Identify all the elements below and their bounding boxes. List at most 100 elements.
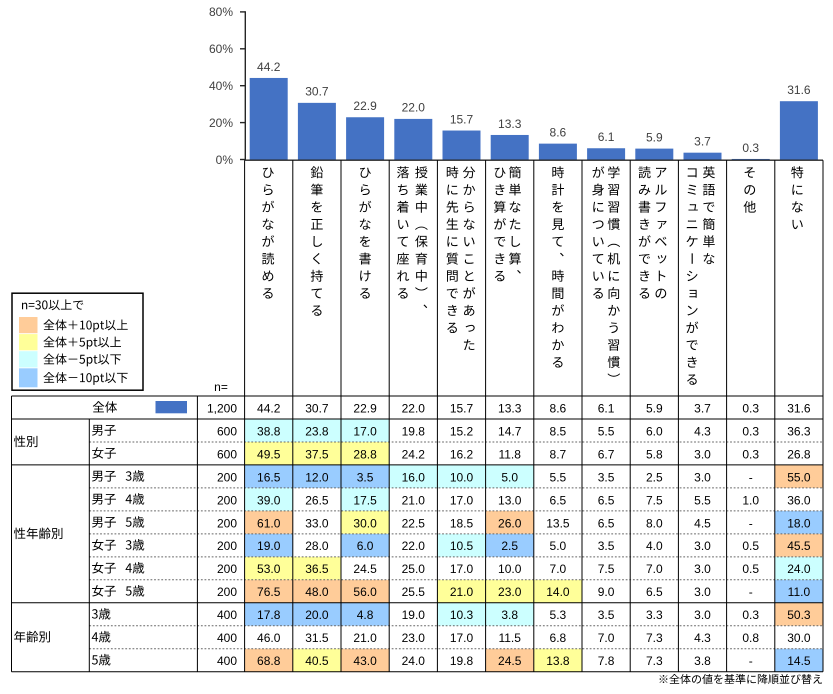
svg-text:23.0: 23.0 [498, 585, 522, 599]
svg-text:3.0: 3.0 [694, 562, 711, 576]
svg-text:8.0: 8.0 [646, 516, 663, 530]
svg-text:7.3: 7.3 [646, 631, 663, 645]
svg-text:3.3: 3.3 [646, 608, 663, 622]
svg-text:8.5: 8.5 [550, 424, 567, 438]
svg-text:40.5: 40.5 [305, 654, 329, 668]
svg-text:5.5: 5.5 [598, 424, 615, 438]
svg-text:5.9: 5.9 [646, 401, 663, 415]
svg-text:7.8: 7.8 [598, 654, 615, 668]
svg-text:6.8: 6.8 [550, 631, 567, 645]
svg-text:200: 200 [217, 562, 237, 576]
svg-text:50.3: 50.3 [787, 608, 811, 622]
svg-text:19.8: 19.8 [402, 424, 426, 438]
svg-text:76.5: 76.5 [257, 585, 281, 599]
svg-text:7.3: 7.3 [646, 654, 663, 668]
svg-text:0.3: 0.3 [742, 401, 759, 415]
svg-text:22.5: 22.5 [402, 516, 426, 530]
svg-text:26.5: 26.5 [305, 493, 329, 507]
svg-text:24.5: 24.5 [498, 654, 522, 668]
svg-text:9.0: 9.0 [598, 585, 615, 599]
svg-text:13.5: 13.5 [546, 516, 570, 530]
svg-text:2.5: 2.5 [501, 539, 518, 553]
svg-text:31.5: 31.5 [305, 631, 329, 645]
svg-text:25.0: 25.0 [402, 562, 426, 576]
svg-text:13.3: 13.3 [498, 401, 522, 415]
svg-text:17.0: 17.0 [450, 562, 474, 576]
svg-text:19.0: 19.0 [402, 608, 426, 622]
svg-text:-: - [749, 470, 753, 484]
svg-text:10.0: 10.0 [450, 470, 474, 484]
svg-text:6.0: 6.0 [357, 539, 374, 553]
svg-text:30.0: 30.0 [787, 631, 811, 645]
svg-text:21.0: 21.0 [353, 631, 377, 645]
svg-text:21.0: 21.0 [450, 585, 474, 599]
svg-text:12.0: 12.0 [305, 470, 329, 484]
svg-text:600: 600 [217, 447, 237, 461]
svg-text:15.7: 15.7 [450, 112, 474, 126]
svg-text:400: 400 [217, 608, 237, 622]
svg-text:31.6: 31.6 [787, 401, 811, 415]
svg-text:40%: 40% [209, 79, 233, 93]
svg-text:3.0: 3.0 [694, 447, 711, 461]
svg-text:3.7: 3.7 [694, 401, 711, 415]
svg-text:61.0: 61.0 [257, 516, 281, 530]
svg-text:60%: 60% [209, 42, 233, 56]
svg-text:43.0: 43.0 [353, 654, 377, 668]
svg-text:14.7: 14.7 [498, 424, 522, 438]
svg-text:18.5: 18.5 [450, 516, 474, 530]
svg-text:400: 400 [217, 654, 237, 668]
svg-text:4.3: 4.3 [694, 424, 711, 438]
svg-text:13.3: 13.3 [498, 117, 522, 131]
svg-text:2.5: 2.5 [646, 470, 663, 484]
svg-text:48.0: 48.0 [305, 585, 329, 599]
svg-text:0.3: 0.3 [742, 141, 759, 155]
svg-text:0.3: 0.3 [742, 608, 759, 622]
svg-text:26.0: 26.0 [498, 516, 522, 530]
svg-text:400: 400 [217, 631, 237, 645]
svg-text:21.0: 21.0 [402, 493, 426, 507]
svg-text:3.8: 3.8 [501, 608, 518, 622]
svg-text:3.5: 3.5 [598, 470, 615, 484]
svg-text:30.7: 30.7 [305, 85, 329, 99]
svg-text:600: 600 [217, 424, 237, 438]
svg-text:-: - [749, 654, 753, 668]
svg-text:3.0: 3.0 [694, 539, 711, 553]
svg-text:7.5: 7.5 [646, 493, 663, 507]
svg-text:19.0: 19.0 [257, 539, 281, 553]
svg-text:5.0: 5.0 [501, 470, 518, 484]
svg-text:11.0: 11.0 [788, 585, 811, 599]
svg-text:6.5: 6.5 [646, 585, 663, 599]
svg-text:5.9: 5.9 [646, 130, 663, 144]
svg-text:45.5: 45.5 [787, 539, 811, 553]
svg-text:0%: 0% [216, 153, 234, 167]
svg-text:4.0: 4.0 [646, 539, 663, 553]
svg-text:80%: 80% [209, 5, 233, 19]
svg-text:31.6: 31.6 [787, 83, 811, 97]
svg-text:17.5: 17.5 [353, 493, 377, 507]
svg-text:17.0: 17.0 [353, 424, 377, 438]
svg-text:5.5: 5.5 [694, 493, 711, 507]
svg-text:68.8: 68.8 [257, 654, 281, 668]
svg-text:16.5: 16.5 [257, 470, 281, 484]
svg-text:16.0: 16.0 [402, 470, 426, 484]
svg-text:20%: 20% [209, 116, 233, 130]
svg-text:0.3: 0.3 [742, 447, 759, 461]
svg-text:10.5: 10.5 [450, 539, 474, 553]
svg-text:24.2: 24.2 [402, 447, 426, 461]
svg-text:6.0: 6.0 [646, 424, 663, 438]
svg-text:6.1: 6.1 [598, 130, 615, 144]
svg-text:55.0: 55.0 [787, 470, 811, 484]
svg-text:6.5: 6.5 [550, 493, 567, 507]
svg-text:26.8: 26.8 [787, 447, 811, 461]
svg-text:200: 200 [217, 585, 237, 599]
svg-text:53.0: 53.0 [257, 562, 281, 576]
svg-text:17.8: 17.8 [257, 608, 281, 622]
svg-text:0.5: 0.5 [742, 562, 759, 576]
svg-text:16.2: 16.2 [450, 447, 474, 461]
svg-text:19.8: 19.8 [450, 654, 474, 668]
svg-text:-: - [749, 585, 753, 599]
svg-text:8.7: 8.7 [550, 447, 567, 461]
svg-text:5.8: 5.8 [646, 447, 663, 461]
svg-text:5.0: 5.0 [550, 539, 567, 553]
svg-text:23.0: 23.0 [402, 631, 426, 645]
